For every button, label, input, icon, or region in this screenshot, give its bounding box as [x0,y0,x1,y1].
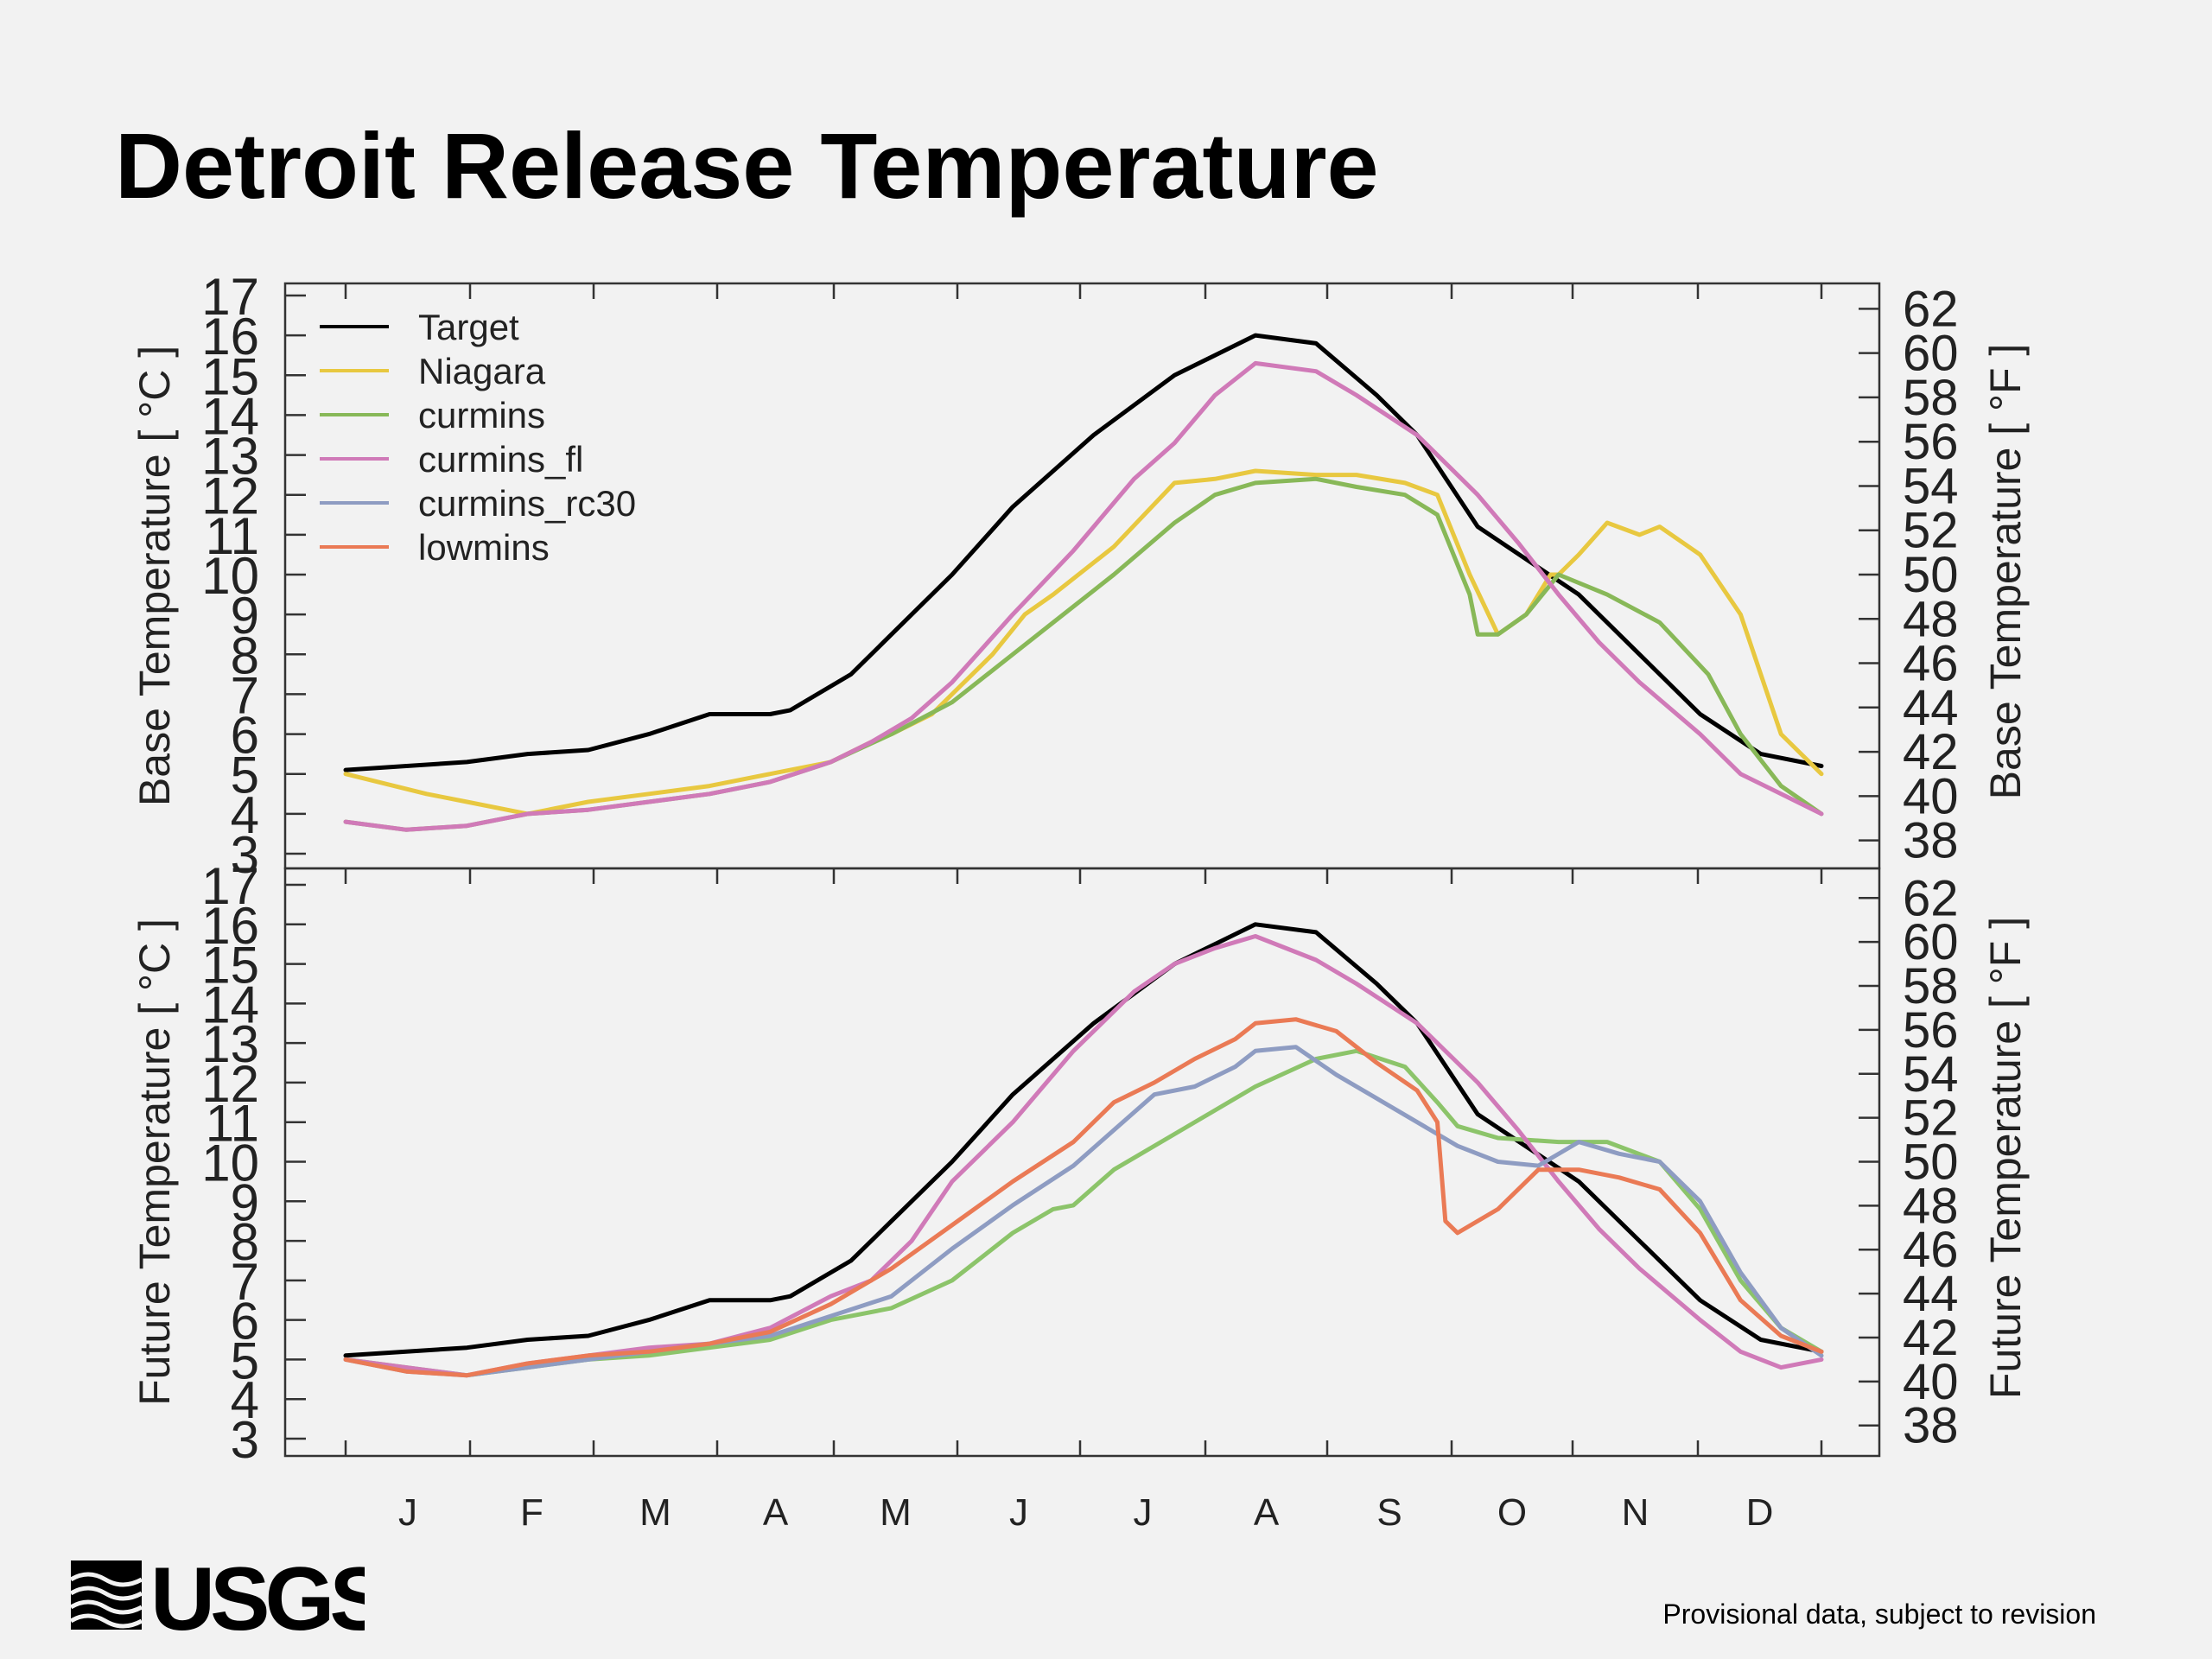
y-tick-label-right: 44 [1903,680,1959,736]
page-title: Detroit Release Temperature [115,113,1379,218]
usgs-logo-text: USGS [150,1554,365,1640]
series-line-target [343,922,1824,1358]
y-tick-label-right: 48 [1903,591,1959,647]
usgs-wave-icon [71,1560,143,1630]
y-tick-label-right: 56 [1903,414,1959,470]
legend-label: curmins_fl [418,439,583,480]
y-tick-label-right: 40 [1903,768,1959,824]
y-tick-label-right: 62 [1903,870,1959,926]
series-line-niagara [343,468,1824,817]
y-tick-label-right: 52 [1903,1090,1959,1147]
y-tick-label-left: 12 [201,1055,259,1113]
panel-bottom: 3456789101112131415161738404244464850525… [130,857,2030,1534]
y-tick-label-left: 8 [231,1213,259,1271]
y-tick-label-left: 17 [201,857,259,915]
y-axis-label-right: Base Temperature [ °F ] [1981,344,2030,800]
provisional-note: Provisional data, subject to revision [1662,1599,2096,1630]
panel-top: 3456789101112131415161738404244464850525… [130,268,2030,884]
y-tick-label-left: 15 [201,347,259,405]
y-tick-label-right: 38 [1903,813,1959,869]
y-tick-label-left: 5 [231,1332,259,1389]
y-tick-label-left: 6 [231,707,259,765]
y-axis-label-left: Base Temperature [ °C ] [130,346,179,806]
y-tick-label-left: 13 [201,428,259,486]
y-tick-label-left: 10 [201,547,259,605]
y-tick-label-left: 4 [231,786,259,844]
y-tick-label-right: 48 [1903,1178,1959,1234]
x-month-label: J [1134,1491,1153,1534]
y-tick-label-right: 62 [1903,281,1959,337]
x-month-label: M [880,1491,912,1534]
y-tick-label-right: 60 [1903,326,1959,382]
y-tick-label-left: 11 [206,1095,259,1153]
y-tick-label-left: 14 [201,387,259,445]
y-tick-label-left: 9 [231,587,259,645]
legend-label: curmins_rc30 [418,483,636,524]
y-tick-label-right: 42 [1903,724,1959,780]
y-tick-label-left: 14 [201,976,259,1033]
y-tick-label-left: 15 [201,937,259,995]
x-month-label: O [1497,1491,1527,1534]
series-line-curmins-rc30 [343,1045,1824,1378]
x-month-label: A [763,1491,789,1534]
y-tick-label-left: 3 [231,1411,259,1469]
y-tick-label-left: 10 [201,1135,259,1192]
y-tick-label-left: 5 [231,747,259,804]
x-month-label: J [398,1491,417,1534]
x-month-label: N [1622,1491,1649,1534]
x-month-label: M [639,1491,671,1534]
y-tick-label-right: 60 [1903,914,1959,970]
series-line-target [343,333,1824,772]
y-tick-label-right: 46 [1903,1222,1959,1278]
legend-label: Target [418,307,519,347]
y-tick-label-left: 11 [206,507,259,565]
y-tick-label-left: 4 [231,1371,259,1429]
x-month-label: F [520,1491,543,1534]
legend-label: curmins [418,395,545,435]
x-month-label: D [1746,1491,1774,1534]
legend-label: lowmins [418,527,550,568]
y-tick-label-right: 54 [1903,458,1959,514]
y-tick-label-right: 58 [1903,958,1959,1014]
x-month-label: A [1254,1491,1280,1534]
y-tick-label-right: 54 [1903,1046,1959,1103]
legend-label: Niagara [418,351,546,391]
y-tick-label-left: 7 [231,666,259,724]
y-tick-label-right: 50 [1903,547,1959,603]
y-tick-label-right: 46 [1903,636,1959,692]
y-tick-label-left: 3 [231,826,259,884]
y-tick-label-left: 8 [231,626,259,684]
y-tick-label-right: 40 [1903,1354,1959,1410]
y-tick-label-left: 9 [231,1173,259,1231]
y-tick-label-right: 38 [1903,1398,1959,1454]
y-tick-label-left: 12 [201,467,259,525]
y-tick-label-left: 6 [231,1293,259,1351]
series-line-lowmins [343,1017,1824,1378]
series-line-curmins-fl [343,934,1824,1378]
y-axis-label-right: Future Temperature [ °F ] [1981,917,2030,1399]
x-month-label: S [1376,1491,1402,1534]
y-tick-label-right: 50 [1903,1135,1959,1191]
y-tick-label-left: 13 [201,1015,259,1073]
y-tick-label-right: 58 [1903,370,1959,426]
x-month-label: J [1009,1491,1028,1534]
y-tick-label-right: 56 [1903,1002,1959,1058]
series-line-curmins-fl [343,360,1824,832]
y-axis-label-left: Future Temperature [ °C ] [130,918,179,1406]
y-tick-label-left: 16 [201,308,259,365]
series-line-curmins [343,1048,1824,1378]
legend: TargetNiagaracurminscurmins_flcurmins_rc… [320,307,636,568]
y-tick-label-right: 52 [1903,503,1959,559]
y-tick-label-left: 17 [201,268,259,326]
y-tick-label-left: 16 [201,897,259,955]
y-tick-label-right: 44 [1903,1266,1959,1322]
y-tick-label-left: 7 [231,1253,259,1311]
usgs-logo: USGS [71,1554,365,1640]
y-tick-label-right: 42 [1903,1310,1959,1366]
